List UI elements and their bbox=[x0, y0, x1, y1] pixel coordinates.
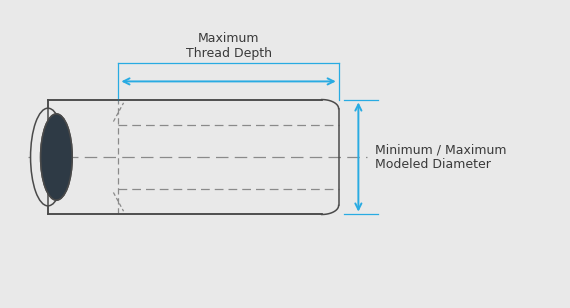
Ellipse shape bbox=[31, 108, 66, 206]
Text: Maximum
Thread Depth: Maximum Thread Depth bbox=[186, 32, 271, 60]
Text: Minimum / Maximum
Modeled Diameter: Minimum / Maximum Modeled Diameter bbox=[375, 143, 507, 171]
Ellipse shape bbox=[40, 114, 72, 200]
Ellipse shape bbox=[40, 114, 72, 200]
